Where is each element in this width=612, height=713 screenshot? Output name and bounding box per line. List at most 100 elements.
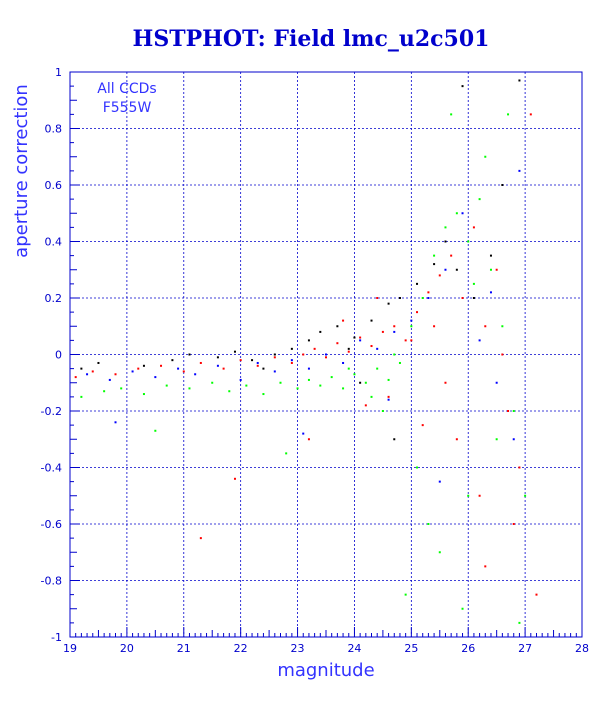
data-point (307, 339, 310, 342)
data-point (211, 381, 214, 384)
y-tick-label: -1 (51, 631, 62, 644)
data-point (387, 302, 390, 305)
data-point (199, 537, 202, 540)
data-point (347, 347, 350, 350)
data-point (450, 113, 453, 116)
data-point (114, 373, 117, 376)
data-point (484, 565, 487, 568)
data-point (359, 381, 362, 384)
data-point (438, 551, 441, 554)
data-point (518, 79, 521, 82)
y-tick-label: 0.6 (45, 179, 63, 192)
data-point (142, 364, 145, 367)
data-point (302, 353, 305, 356)
data-point (188, 387, 191, 390)
data-point (245, 384, 248, 387)
data-point (91, 370, 94, 373)
data-point (416, 282, 419, 285)
data-point (507, 113, 510, 116)
data-point (228, 390, 231, 393)
data-point (461, 607, 464, 610)
data-point (336, 325, 339, 328)
data-point (251, 359, 254, 362)
data-point (427, 291, 430, 294)
data-point (512, 438, 515, 441)
data-point (393, 330, 396, 333)
data-points (74, 79, 538, 624)
data-point (472, 297, 475, 299)
data-point (518, 621, 521, 624)
data-point (279, 381, 282, 384)
data-point (410, 319, 413, 322)
data-point (467, 494, 470, 497)
y-tick-label: -0.4 (41, 462, 62, 475)
data-point (97, 361, 100, 364)
data-point (108, 378, 111, 381)
data-point (313, 347, 316, 350)
data-point (387, 395, 390, 398)
data-point (444, 268, 447, 271)
annotation-line-1: All CCDs (97, 81, 156, 97)
data-point (416, 311, 419, 314)
data-point (444, 381, 447, 384)
data-point (142, 393, 145, 396)
y-tick-label: -0.8 (41, 575, 62, 588)
data-point (307, 438, 310, 441)
data-point (478, 198, 481, 201)
data-point (290, 359, 293, 362)
data-point (347, 350, 350, 353)
data-point (524, 494, 527, 497)
data-point (393, 325, 396, 328)
data-point (137, 367, 140, 370)
x-tick-label: 22 (234, 642, 248, 655)
data-point (120, 387, 123, 390)
data-point (285, 452, 288, 455)
data-point (353, 373, 356, 376)
data-point (319, 384, 322, 387)
data-point (501, 184, 504, 186)
data-point (307, 367, 310, 370)
data-point (114, 421, 117, 424)
data-point (484, 325, 487, 328)
data-point (387, 378, 390, 381)
data-point (216, 356, 219, 359)
data-point (518, 169, 521, 172)
data-point (507, 410, 510, 412)
data-point (381, 330, 384, 333)
data-point (495, 268, 498, 271)
data-point (478, 494, 481, 497)
data-point (376, 297, 379, 299)
data-point (256, 361, 259, 364)
data-point (501, 325, 504, 328)
data-point (450, 254, 453, 257)
data-point (512, 410, 515, 412)
data-point (489, 291, 492, 294)
data-point (444, 226, 447, 229)
data-point (80, 367, 83, 370)
data-point (336, 342, 339, 345)
data-point (461, 212, 464, 215)
data-point (444, 240, 447, 243)
x-tick-label: 28 (575, 642, 589, 655)
data-point (325, 353, 327, 356)
y-tick-label: 0.8 (45, 123, 63, 136)
data-point (529, 113, 532, 116)
data-point (296, 387, 299, 390)
data-point (461, 297, 464, 299)
data-point (177, 367, 180, 370)
data-point (461, 85, 464, 88)
data-point (455, 212, 458, 215)
data-point (427, 297, 430, 299)
data-point (262, 367, 265, 370)
data-point (495, 381, 498, 384)
data-point (410, 339, 413, 342)
data-point (512, 523, 515, 525)
x-tick-label: 20 (120, 642, 134, 655)
data-point (359, 339, 362, 342)
y-axis-label: aperture correction (11, 84, 32, 258)
data-point (342, 319, 345, 322)
data-point (290, 361, 293, 364)
data-point (154, 376, 157, 379)
data-point (325, 356, 327, 359)
